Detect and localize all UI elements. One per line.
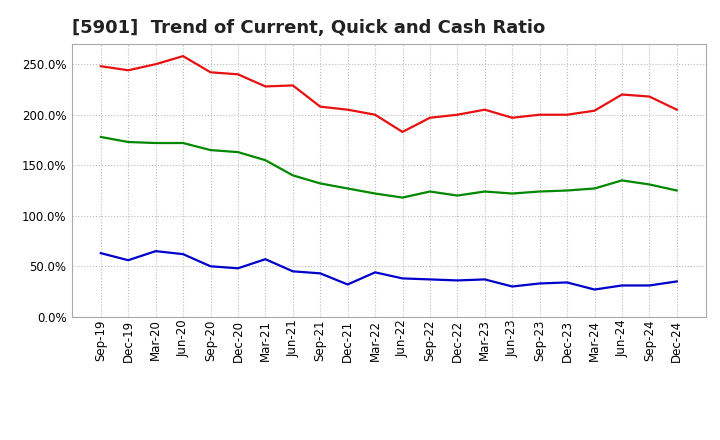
Quick Ratio — [233, 150, 242, 155]
Current Ratio — [261, 84, 270, 89]
Quick Ratio — [96, 134, 105, 139]
Quick Ratio — [206, 147, 215, 153]
Cash Ratio — [316, 271, 325, 276]
Current Ratio — [508, 115, 516, 121]
Quick Ratio — [590, 186, 599, 191]
Current Ratio — [96, 64, 105, 69]
Current Ratio — [316, 104, 325, 109]
Cash Ratio — [343, 282, 352, 287]
Current Ratio — [206, 70, 215, 75]
Cash Ratio — [536, 281, 544, 286]
Quick Ratio — [124, 139, 132, 145]
Cash Ratio — [371, 270, 379, 275]
Quick Ratio — [261, 158, 270, 163]
Current Ratio — [426, 115, 434, 121]
Cash Ratio — [672, 279, 681, 284]
Cash Ratio — [124, 257, 132, 263]
Quick Ratio — [316, 181, 325, 186]
Quick Ratio — [480, 189, 489, 194]
Line: Current Ratio: Current Ratio — [101, 56, 677, 132]
Quick Ratio — [672, 188, 681, 193]
Cash Ratio — [151, 249, 160, 254]
Quick Ratio — [618, 178, 626, 183]
Quick Ratio — [426, 189, 434, 194]
Cash Ratio — [645, 283, 654, 288]
Cash Ratio — [233, 266, 242, 271]
Quick Ratio — [536, 189, 544, 194]
Current Ratio — [645, 94, 654, 99]
Quick Ratio — [398, 195, 407, 200]
Current Ratio — [289, 83, 297, 88]
Quick Ratio — [453, 193, 462, 198]
Cash Ratio — [289, 269, 297, 274]
Cash Ratio — [563, 280, 572, 285]
Current Ratio — [371, 112, 379, 117]
Cash Ratio — [398, 276, 407, 281]
Current Ratio — [672, 107, 681, 112]
Cash Ratio — [261, 257, 270, 262]
Quick Ratio — [179, 140, 187, 146]
Current Ratio — [480, 107, 489, 112]
Quick Ratio — [508, 191, 516, 196]
Cash Ratio — [426, 277, 434, 282]
Cash Ratio — [508, 284, 516, 289]
Cash Ratio — [96, 250, 105, 256]
Quick Ratio — [151, 140, 160, 146]
Current Ratio — [453, 112, 462, 117]
Current Ratio — [151, 62, 160, 67]
Quick Ratio — [343, 186, 352, 191]
Current Ratio — [124, 68, 132, 73]
Current Ratio — [618, 92, 626, 97]
Cash Ratio — [590, 287, 599, 292]
Quick Ratio — [371, 191, 379, 196]
Quick Ratio — [645, 182, 654, 187]
Cash Ratio — [179, 252, 187, 257]
Text: [5901]  Trend of Current, Quick and Cash Ratio: [5901] Trend of Current, Quick and Cash … — [72, 19, 545, 37]
Line: Quick Ratio: Quick Ratio — [101, 137, 677, 198]
Current Ratio — [343, 107, 352, 112]
Quick Ratio — [563, 188, 572, 193]
Current Ratio — [536, 112, 544, 117]
Line: Cash Ratio: Cash Ratio — [101, 251, 677, 290]
Cash Ratio — [453, 278, 462, 283]
Quick Ratio — [289, 173, 297, 178]
Cash Ratio — [480, 277, 489, 282]
Current Ratio — [233, 72, 242, 77]
Cash Ratio — [206, 264, 215, 269]
Cash Ratio — [618, 283, 626, 288]
Current Ratio — [563, 112, 572, 117]
Current Ratio — [398, 129, 407, 135]
Current Ratio — [590, 108, 599, 114]
Current Ratio — [179, 54, 187, 59]
